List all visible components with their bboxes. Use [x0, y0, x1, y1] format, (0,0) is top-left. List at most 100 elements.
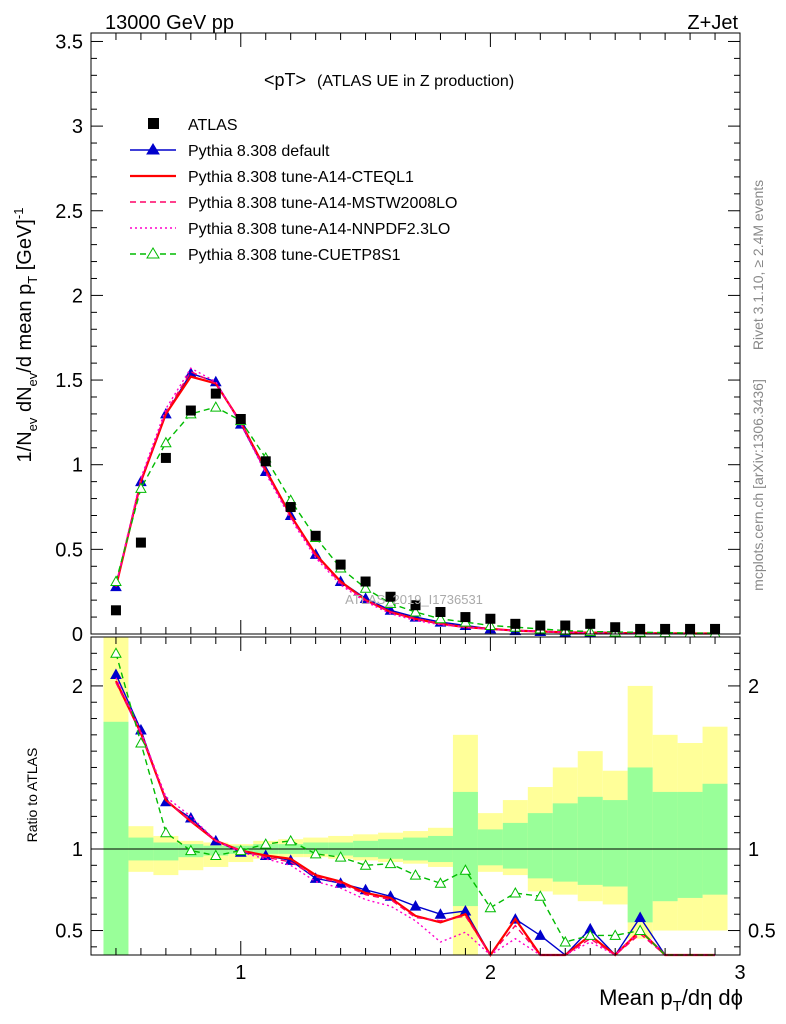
- ratio-band-green: [502, 822, 528, 869]
- ratio-marker-cuetp: [509, 887, 522, 898]
- main-y-axis-title: 1/Nev dNev/d mean pT [GeV]-1: [11, 208, 40, 463]
- main-y-tick-label: 2: [72, 285, 83, 307]
- main-y-tick-label: 3: [72, 116, 83, 138]
- main-marker-cuetp: [209, 401, 222, 412]
- ratio-band-green: [627, 767, 653, 923]
- main-y-axis-title-part: 1/N: [14, 431, 36, 462]
- ratio-marker-cuetp: [284, 834, 297, 846]
- main-panel: [91, 33, 740, 634]
- atlas-data-point: [235, 413, 246, 424]
- main-title-subtitle: (ATLAS UE in Z production): [317, 73, 514, 90]
- ratio-marker-cuetp: [609, 929, 622, 940]
- ratio-y-tick-label: 1: [72, 839, 83, 861]
- ratio-y-tick-label: 2: [72, 676, 83, 698]
- atlas-data-point: [560, 620, 571, 631]
- ratio-y-tick-label-right: 0.5: [748, 921, 776, 943]
- atlas-data-point: [110, 605, 121, 616]
- mcplots-label: mcplots.cern.ch [arXiv:1306.3436]: [750, 379, 766, 591]
- atlas-data-point: [385, 591, 396, 602]
- atlas-data-point: [135, 537, 146, 548]
- ratio-band-green: [602, 800, 628, 887]
- ratio-band-green: [577, 796, 603, 885]
- atlas-data-point: [310, 530, 321, 541]
- atlas-data-point: [285, 502, 296, 513]
- legend: ATLAS Pythia 8.308 default Pythia 8.308 tu…: [130, 117, 457, 264]
- main-y-axis-title-part: ev: [25, 372, 40, 386]
- ratio-marker-cuetp: [135, 736, 147, 748]
- ratio-band-green: [153, 842, 179, 861]
- main-marker-cuetp: [359, 582, 372, 593]
- ratio-band-green: [652, 791, 678, 902]
- ratio-y-tick-label-right: 2: [748, 676, 759, 698]
- atlas-data-point: [585, 618, 596, 629]
- atlas-data-point: [185, 405, 196, 416]
- x-tick-label: 1: [235, 962, 246, 984]
- ratio-band-green: [677, 791, 703, 898]
- atlas-data-point: [535, 620, 546, 631]
- ratio-marker-cuetp: [434, 877, 447, 888]
- atlas-data-point: [160, 452, 171, 463]
- main-marker-cuetp: [110, 575, 122, 587]
- legend-label-mstw: Pythia 8.308 tune-A14-MSTW2008LO: [188, 195, 457, 212]
- x-axis-title-part: Mean p: [599, 985, 672, 1010]
- ratio-marker-cuetp: [359, 859, 372, 870]
- ratio-marker-cuetp: [534, 890, 547, 901]
- ratio-marker-default: [634, 911, 647, 922]
- ratio-marker-default: [534, 929, 547, 940]
- ratio-marker-cuetp: [384, 857, 397, 869]
- watermark: ATLAS_2019_I1736531: [345, 592, 483, 607]
- main-y-axis-title-part: T: [25, 276, 40, 284]
- atlas-data-point: [260, 456, 271, 467]
- main-plot-area: [91, 33, 740, 634]
- x-tick-label: 3: [734, 962, 745, 984]
- ratio-marker-cuetp: [110, 647, 122, 658]
- main-axes: 0 0.5 1 1.5 2 2.5 3 3.5: [55, 31, 741, 646]
- legend-label-atlas: ATLAS: [188, 117, 238, 134]
- x-tick-label: 2: [485, 962, 496, 984]
- rivet-label: Rivet 3.1.10, ≥ 2.4M events: [750, 180, 766, 350]
- ratio-marker-cuetp: [209, 849, 222, 861]
- ratio-marker-cuetp: [634, 924, 647, 936]
- ratio-marker-cuetp: [584, 929, 597, 940]
- main-marker-cuetp: [384, 597, 397, 609]
- legend-label-default: Pythia 8.308 default: [188, 143, 330, 160]
- ratio-y-tick-label: 0.5: [55, 921, 83, 943]
- ratio-marker-cuetp: [259, 838, 272, 849]
- main-y-tick-label: 1: [72, 455, 83, 477]
- x-axis-title: Mean pT/dη dϕ: [599, 985, 743, 1015]
- ratio-marker-cuetp: [559, 935, 572, 947]
- main-marker-cuetp: [135, 482, 147, 493]
- ratio-axes: 0.5 0.5 1 1 2 2 1 2 3: [55, 636, 776, 984]
- atlas-data-point: [210, 388, 221, 399]
- ratio-y-tick-label-right: 1: [748, 839, 759, 861]
- ratio-marker-cuetp: [160, 826, 172, 838]
- main-title: <pT> (ATLAS UE in Z production): [264, 70, 514, 90]
- ratio-y-axis-title: Ratio to ATLAS: [24, 748, 40, 843]
- ratio-marker-cuetp: [334, 851, 347, 862]
- ratio-marker-cuetp: [409, 869, 422, 880]
- ratio-band-green: [552, 803, 578, 882]
- ratio-marker-default: [434, 908, 447, 919]
- main-y-tick-label: 3.5: [55, 31, 83, 53]
- x-axis-title-part: /dη dϕ: [682, 985, 743, 1010]
- main-title-observable: <pT>: [264, 70, 306, 90]
- x-axis-title-part: T: [673, 998, 682, 1015]
- atlas-data-point: [335, 559, 346, 570]
- header-right-label: Z+Jet: [687, 12, 738, 34]
- ratio-marker-cuetp: [459, 864, 472, 875]
- legend-marker-atlas: [148, 118, 159, 129]
- legend-marker-cuetp: [146, 247, 160, 259]
- main-y-tick-label: 2.5: [55, 201, 83, 223]
- main-y-tick-label: 0: [72, 624, 83, 646]
- ratio-marker-cuetp: [484, 901, 497, 913]
- header-left-label: 13000 GeV pp: [105, 12, 234, 34]
- main-y-axis-title-part: [GeV]: [14, 219, 36, 276]
- atlas-data-point: [435, 606, 446, 617]
- atlas-data-point: [360, 576, 371, 587]
- main-marker-cuetp: [409, 605, 422, 617]
- main-marker-cuetp: [160, 436, 172, 448]
- ratio-band-green: [103, 721, 129, 955]
- main-y-axis-title-part: /d mean p: [14, 284, 36, 373]
- atlas-data-point: [460, 612, 471, 623]
